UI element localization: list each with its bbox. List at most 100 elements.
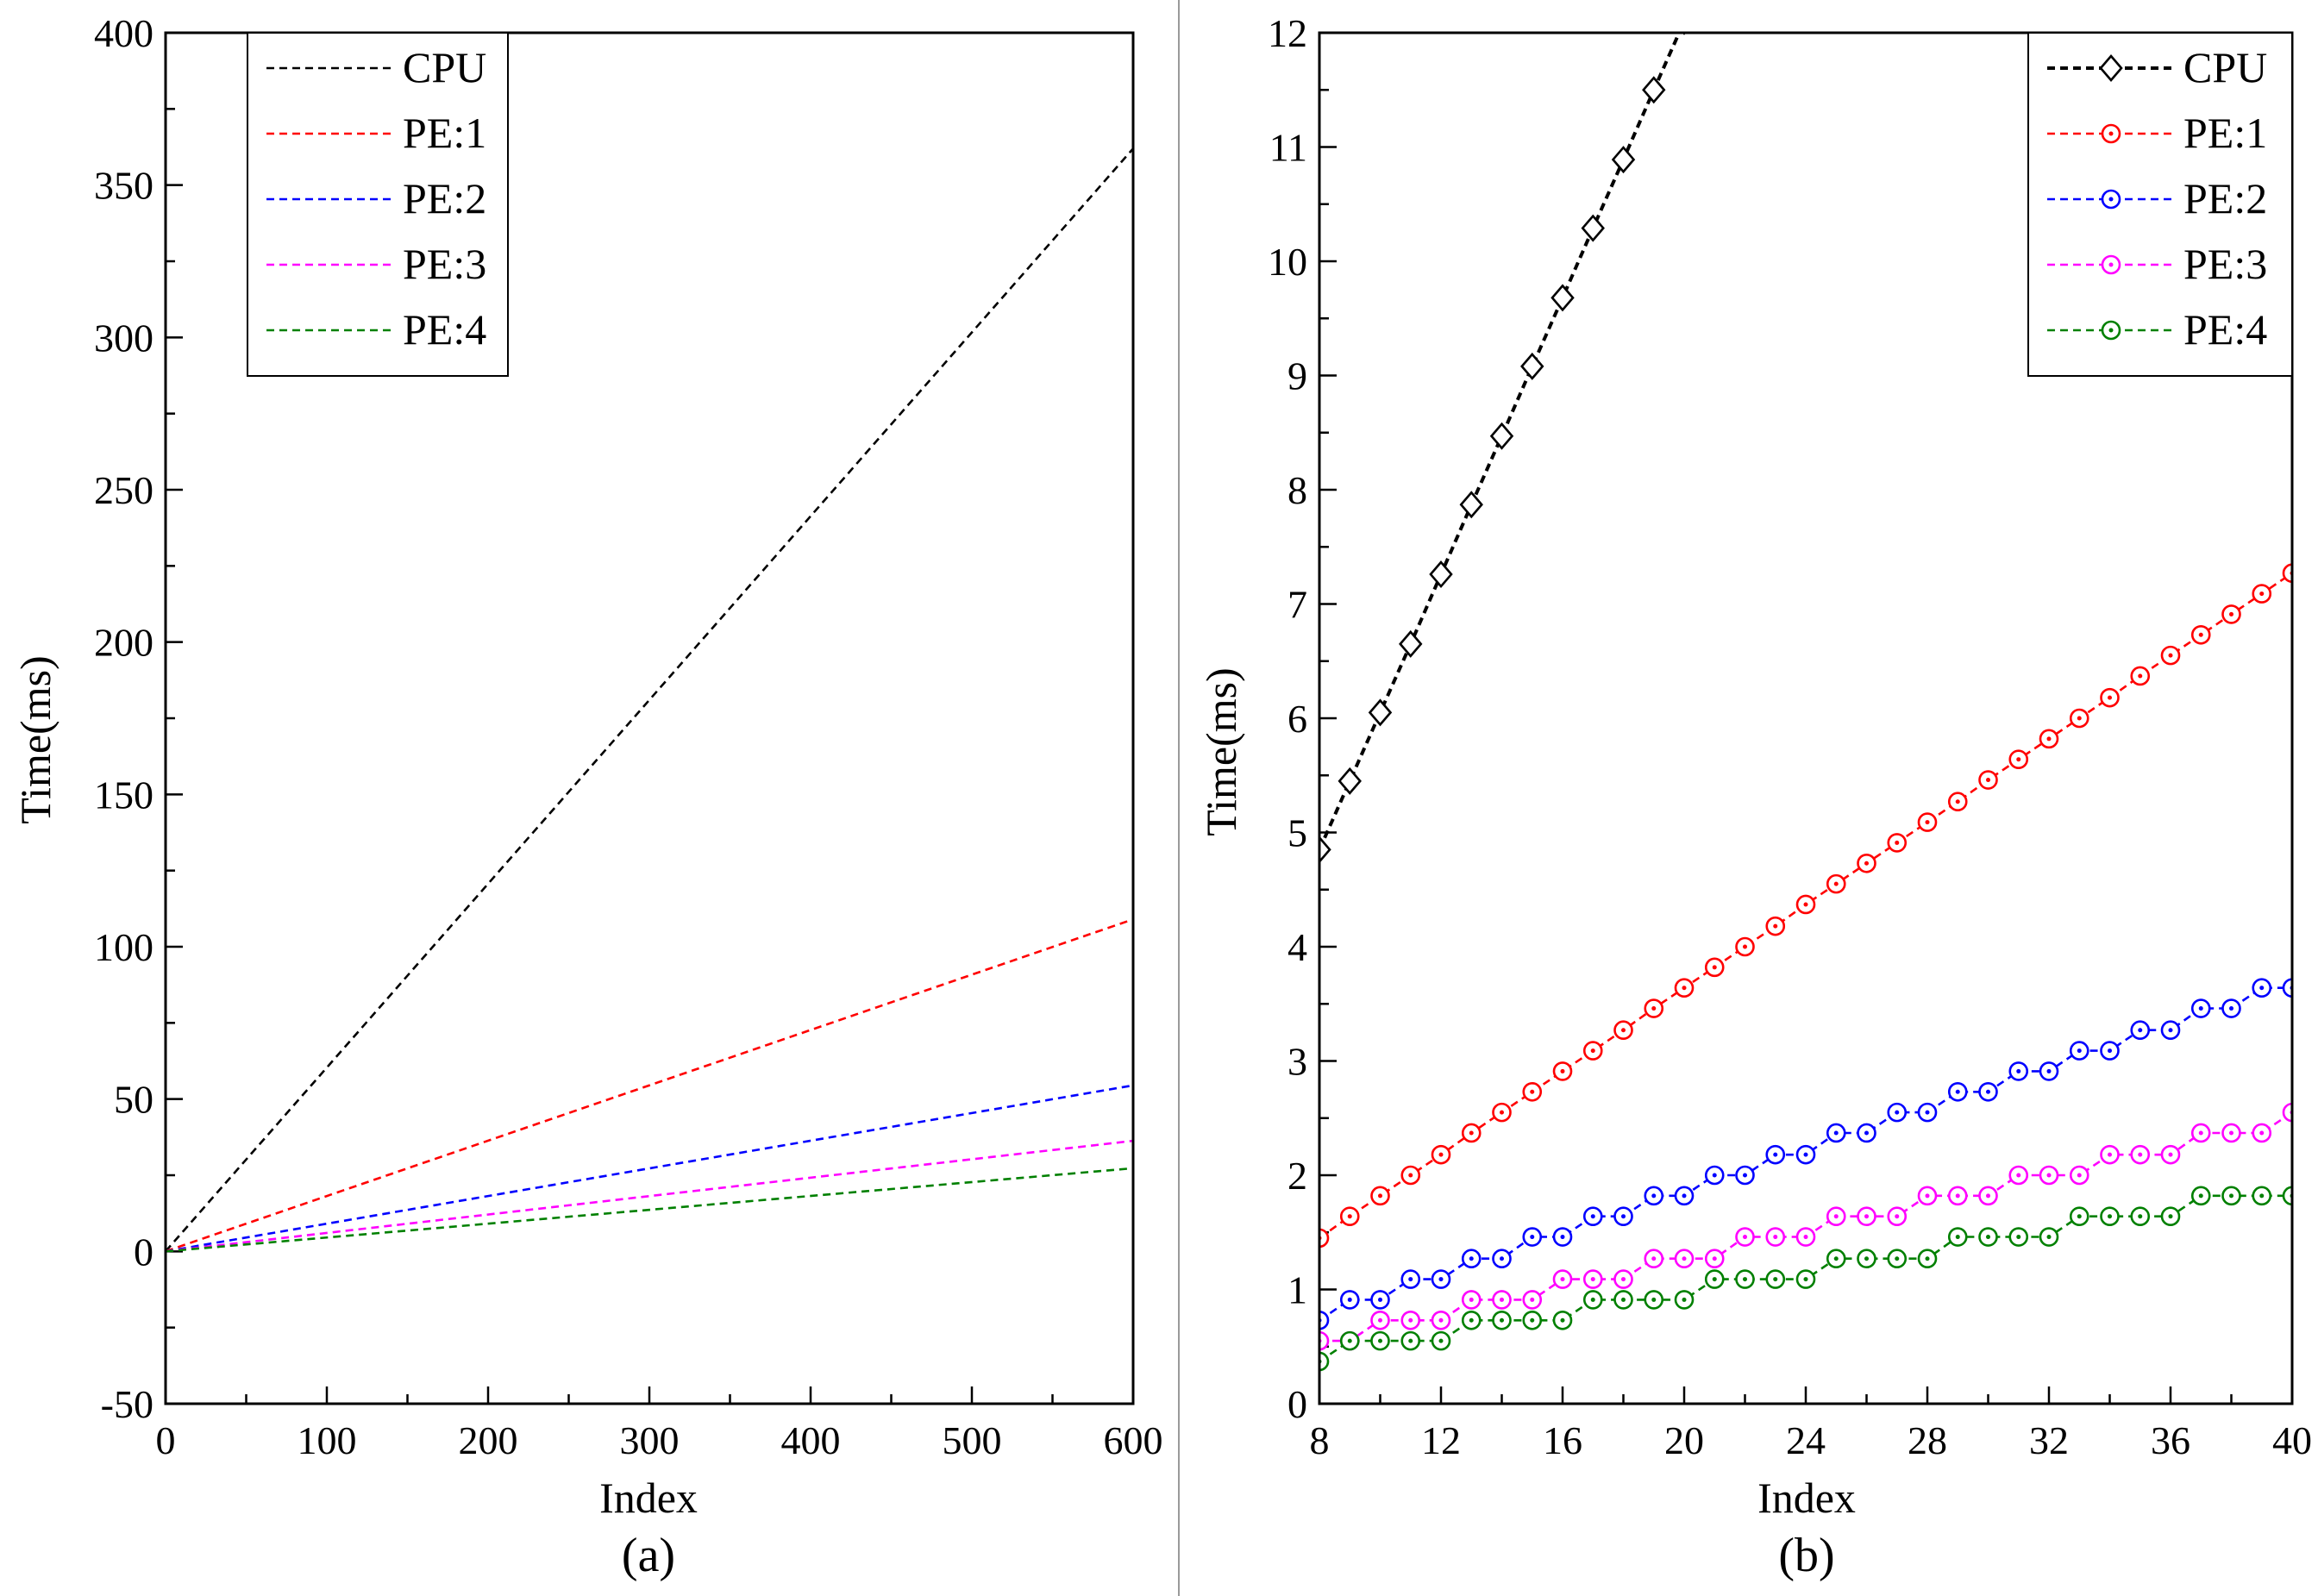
panel-b-point-center-pe-1 — [2259, 591, 2265, 597]
panel-b-point-center-pe-4 — [1864, 1256, 1869, 1261]
panel-b-ytick-label: 4 — [1287, 925, 1307, 969]
panel-b-point-center-pe-2 — [1651, 1193, 1657, 1199]
panel-b-ylabel: Time(ms) — [1197, 667, 1245, 836]
panel-b-point-center-pe-2 — [1469, 1256, 1474, 1261]
panel-b-point-center-pe-3 — [2016, 1173, 2021, 1178]
panel-a-legend-label-pe-4: PE:4 — [403, 305, 486, 354]
panel-a-series-group — [166, 147, 1133, 1253]
panel-b-point-center-pe-1 — [1925, 820, 1930, 825]
panel-b-point-center-pe-1 — [1651, 1006, 1657, 1011]
panel-b-point-pe-3 — [2282, 1102, 2292, 1123]
panel-b-point-center-pe-2 — [2259, 986, 2265, 991]
panel-b-point-center-pe-3 — [1408, 1317, 1413, 1323]
panel-a-xtick-label: 300 — [620, 1418, 680, 1462]
panel-b-point-center-pe-2 — [1530, 1235, 1535, 1240]
panel-b-point-center-pe-1 — [1864, 861, 1869, 866]
panel-b-point-pe-3 — [1319, 1330, 1330, 1351]
panel-a-series-line-cpu — [166, 147, 1133, 1253]
panel-b-point-center-pe-1 — [2198, 632, 2203, 637]
panel-b-point-center-pe-1 — [2077, 716, 2082, 721]
panel-b-point-cpu — [1551, 284, 1575, 312]
panel-b-legend: CPU PE:1 PE:2 PE:3 PE:4 — [2027, 32, 2293, 377]
panel-b-legend-marker-center-pe-1 — [2108, 131, 2114, 136]
panel-b-ytick-label: 3 — [1287, 1040, 1307, 1084]
panel-b-ytick-label: 12 — [1268, 11, 1307, 55]
panel-b-point-center-pe-4 — [1560, 1317, 1565, 1323]
panel-b-legend-label-pe-2: PE:2 — [2183, 174, 2267, 222]
panel-a-axes-frame — [164, 31, 1135, 1405]
panel-a-xtick-label: 400 — [781, 1418, 841, 1462]
panel-b-point-center-pe-3 — [1955, 1193, 1960, 1199]
panel-b-series-group — [1319, 33, 2292, 1372]
panel-b-point-center-pe-4 — [2046, 1235, 2052, 1240]
panel-b-point-center-pe-1 — [1560, 1068, 1565, 1073]
panel-b-point-center-pe-1 — [2108, 695, 2112, 700]
panel-b-point-center-pe-4 — [1833, 1256, 1839, 1261]
panel-b-point-center-pe-4 — [1500, 1317, 1504, 1323]
panel-b-ytick-label: 7 — [1287, 583, 1307, 627]
panel-b-point-center-pe-3 — [2229, 1130, 2233, 1136]
panel-b-point-center-pe-4 — [2259, 1193, 2265, 1199]
panel-b-point-center-pe-2 — [1955, 1089, 1960, 1094]
panel-b-point-center-pe-1 — [1743, 944, 1747, 949]
panel-a-xtick-label: 200 — [459, 1418, 518, 1462]
panel-b-ytick-label: 0 — [1287, 1382, 1307, 1426]
panel-b-point-center-pe-1 — [1530, 1089, 1535, 1094]
panel-b-ytick-label: 8 — [1287, 468, 1307, 512]
panel-a-xtick-label: 100 — [298, 1418, 357, 1462]
panel-b-point-cpu — [1520, 352, 1544, 380]
panel-b-point-center-pe-2 — [1500, 1256, 1504, 1261]
panel-b-point-center-pe-3 — [1743, 1235, 1747, 1240]
panel-b-point-center-pe-4 — [1986, 1235, 1990, 1240]
panel-b-axes-frame — [1318, 31, 2294, 1405]
panel-b-point-center-pe-3 — [1925, 1193, 1930, 1199]
panel-b-point-center-pe-4 — [1621, 1297, 1626, 1302]
panel-a-series-line-pe-2 — [166, 1084, 1133, 1253]
panel-b-point-center-pe-1 — [2016, 757, 2021, 762]
panel-b-point-center-pe-1 — [2229, 611, 2233, 616]
panel-b-point-center-pe-4 — [1590, 1297, 1595, 1302]
panel-b-point-cpu — [1429, 560, 1453, 589]
panel-b-point-center-pe-2 — [1347, 1297, 1352, 1302]
panel-b-point-center-pe-3 — [1803, 1235, 1808, 1240]
panel-b-point-cpu — [1459, 491, 1483, 519]
panel-a: 0 100 200 300 400 500 600-50050100150200250300… — [11, 11, 1163, 1582]
panel-b-point-center-pe-2 — [1986, 1089, 1990, 1094]
panel-b-point-center-pe-3 — [1378, 1317, 1382, 1323]
panel-b-point-center-pe-2 — [2168, 1028, 2173, 1033]
panel-b-point-center-pe-2 — [1833, 1130, 1839, 1136]
panel-b-point-center-pe-1 — [2168, 653, 2173, 658]
panel-b-point-center-pe-3 — [1590, 1277, 1595, 1282]
panel-b-point-center-pe-2 — [1743, 1173, 1747, 1178]
panel-b-point-center-pe-1 — [1955, 799, 1960, 804]
panel-b-point-center-pe-4 — [1682, 1297, 1687, 1302]
panel-a-series-line-pe-4 — [166, 1167, 1133, 1253]
panel-b-point-cpu — [1581, 214, 1605, 242]
panel-b-point-center-pe-2 — [1773, 1152, 1778, 1157]
panel-b-point-center-pe-2 — [1560, 1235, 1565, 1240]
panel-b-point-center-pe-2 — [1895, 1110, 1900, 1115]
panel-b-point-center-pe-1 — [2046, 736, 2052, 742]
panel-b-point-center-pe-4 — [1743, 1277, 1747, 1282]
panel-b-point-center-pe-4 — [1925, 1256, 1930, 1261]
panel-a-legend: CPU PE:1 PE:2 PE:3 PE:4 — [247, 32, 509, 377]
panel-b-point-cpu — [1368, 698, 1393, 727]
panel-a-label: (a) — [622, 1529, 675, 1582]
panel-b-point-cpu — [1338, 767, 1362, 795]
panel-b-point-center-pe-4 — [2108, 1214, 2112, 1219]
panel-a-ytick-label: 400 — [94, 11, 153, 55]
panel-b-point-center-pe-3 — [1682, 1256, 1687, 1261]
panel-a-legend-label-pe-2: PE:2 — [403, 174, 486, 222]
panel-a-xtick-label: 500 — [943, 1418, 1002, 1462]
panel-b-xtick-label: 12 — [1421, 1418, 1461, 1462]
panel-b-point-center-pe-2 — [2046, 1068, 2052, 1073]
panel-b-legend-marker-center-pe-3 — [2108, 262, 2114, 267]
panel-a-legend-label-pe-3: PE:3 — [403, 240, 486, 288]
panel-b-legend-marker-center-pe-2 — [2108, 197, 2114, 202]
panel-a-xtick-label: 0 — [156, 1418, 176, 1462]
panel-b-point-center-pe-3 — [1621, 1277, 1626, 1282]
panel-b-point-center-pe-1 — [1469, 1130, 1474, 1136]
panel-b-ytick-label: 10 — [1268, 240, 1307, 284]
panel-a-ylabel: Time(ms) — [11, 655, 60, 823]
panel-b-xlabel: Index — [1757, 1474, 1856, 1522]
